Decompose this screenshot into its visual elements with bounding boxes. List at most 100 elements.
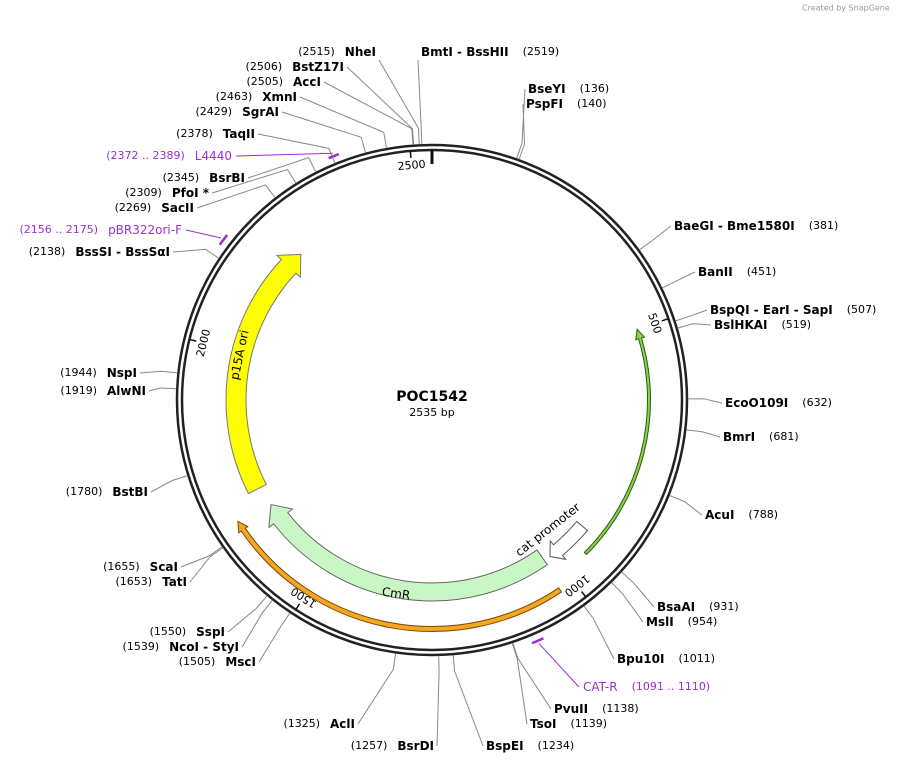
site-position: (1539): [123, 640, 160, 653]
site-label: (1505) MscI: [179, 655, 256, 669]
site-position: (788): [748, 508, 778, 521]
site-leader: [661, 271, 696, 289]
site-name: AcuI: [705, 508, 734, 522]
site-label: BanII (451): [698, 265, 776, 279]
site-leader: [346, 66, 415, 145]
site-leader: [583, 605, 615, 660]
feature-label: CmR: [381, 585, 411, 603]
site-name: BmtI - BssHII: [421, 45, 509, 59]
site-name: NcoI - StyI: [169, 640, 239, 654]
site-position: (954): [688, 615, 718, 628]
tick-mark: [580, 591, 587, 598]
feature-orange: [237, 520, 563, 632]
site-leader: [669, 495, 703, 516]
feature-green-thin: [583, 328, 651, 556]
site-name: SacII: [161, 201, 194, 215]
site-leader: [258, 612, 291, 663]
site-position: (2505): [246, 75, 283, 88]
site-leader: [150, 475, 188, 493]
site-name: PfoI *: [172, 186, 210, 200]
site-position: (1919): [60, 384, 97, 397]
site-name: BstZ17I: [292, 60, 344, 74]
site-label: (1944) NspI: [60, 366, 137, 380]
site-leader: [357, 653, 397, 725]
site-leader: [247, 156, 317, 179]
site-leader: [172, 248, 220, 259]
site-position: (1655): [103, 560, 140, 573]
site-label: AcuI (788): [705, 508, 778, 522]
plasmid-size: 2535 bp: [409, 406, 454, 419]
site-position: (2515): [298, 45, 335, 58]
site-label: PspFI (140): [526, 97, 607, 111]
site-label: PvuII (1138): [554, 702, 639, 716]
site-position: (2138): [29, 245, 66, 258]
site-leader: [257, 133, 336, 164]
site-position: (507): [847, 303, 877, 316]
site-position: (1944): [60, 366, 97, 379]
site-label: (2505) AccI: [246, 75, 321, 89]
site-position: (1257): [351, 739, 388, 752]
site-leader: [378, 59, 420, 145]
primer-mark: [328, 152, 340, 160]
site-position: (632): [802, 396, 832, 409]
site-position: (1325): [283, 717, 320, 730]
site-leader: [211, 168, 297, 194]
site-leader: [686, 429, 721, 438]
tick-mark: [189, 338, 197, 342]
site-label: BmrI (681): [723, 430, 799, 444]
site-leader: [281, 111, 366, 153]
site-label: (1653) TatI: [115, 575, 187, 589]
site-name: MslI: [646, 615, 674, 629]
site-name: BslHKAI: [714, 318, 768, 332]
site-position: (2463): [216, 90, 253, 103]
site-position: (931): [709, 600, 739, 613]
site-position: (1780): [66, 485, 103, 498]
site-name: AccI: [293, 75, 321, 89]
site-name: MscI: [225, 655, 256, 669]
tick-mark: [295, 603, 301, 611]
site-name: EcoO109I: [725, 396, 788, 410]
primer-label: CAT-R (1091 .. 1110): [583, 680, 710, 694]
site-label: BseYI (136): [528, 82, 609, 96]
site-name: TatI: [162, 575, 187, 589]
site-position: (1011): [678, 652, 715, 665]
site-label: (2378) TaqII: [176, 127, 255, 141]
site-position: (451): [747, 265, 777, 278]
site-position: (2378): [176, 127, 213, 140]
site-label: (1780) BstBI: [66, 485, 148, 499]
site-name: XmnI: [262, 90, 297, 104]
site-leader: [621, 571, 655, 608]
site-leader: [611, 582, 644, 623]
site-label: BspEI (1234): [486, 739, 574, 753]
site-position: (2506): [246, 60, 283, 73]
site-position: (1139): [570, 717, 607, 730]
site-name: Bpu10I: [617, 652, 664, 666]
site-leader: [436, 655, 440, 747]
site-leader: [196, 184, 276, 209]
site-name: BmrI: [723, 430, 755, 444]
primer-name: pBR322ori-F: [108, 223, 182, 237]
feature-p15a-ori: [225, 253, 302, 495]
site-leader: [299, 96, 388, 149]
site-name: SgrAI: [242, 105, 279, 119]
site-position: (1550): [150, 625, 187, 638]
site-label: (2429) SgrAI: [196, 105, 279, 119]
site-leader: [180, 546, 223, 568]
site-label: BspQI - EarI - SapI (507): [710, 303, 876, 317]
primer-name: L4440: [195, 149, 232, 163]
site-position: (2309): [125, 186, 162, 199]
primer-name: CAT-R: [583, 680, 618, 694]
site-label: (2506) BstZ17I: [246, 60, 344, 74]
site-leader: [227, 595, 268, 633]
tick-mark: [661, 317, 669, 322]
site-label: BslHKAI (519): [714, 318, 811, 332]
site-label: (1550) SspI: [150, 625, 225, 639]
site-name: BspQI - EarI - SapI: [710, 303, 833, 317]
primer-mark: [218, 234, 229, 246]
site-label: (1655) ScaI: [103, 560, 178, 574]
site-label: (2345) BsrBI: [163, 171, 245, 185]
feature-cat-promoter: [549, 520, 589, 561]
site-label: (2269) SacII: [115, 201, 194, 215]
site-leader: [512, 642, 552, 710]
site-label: (1257) BsrDI: [351, 739, 434, 753]
